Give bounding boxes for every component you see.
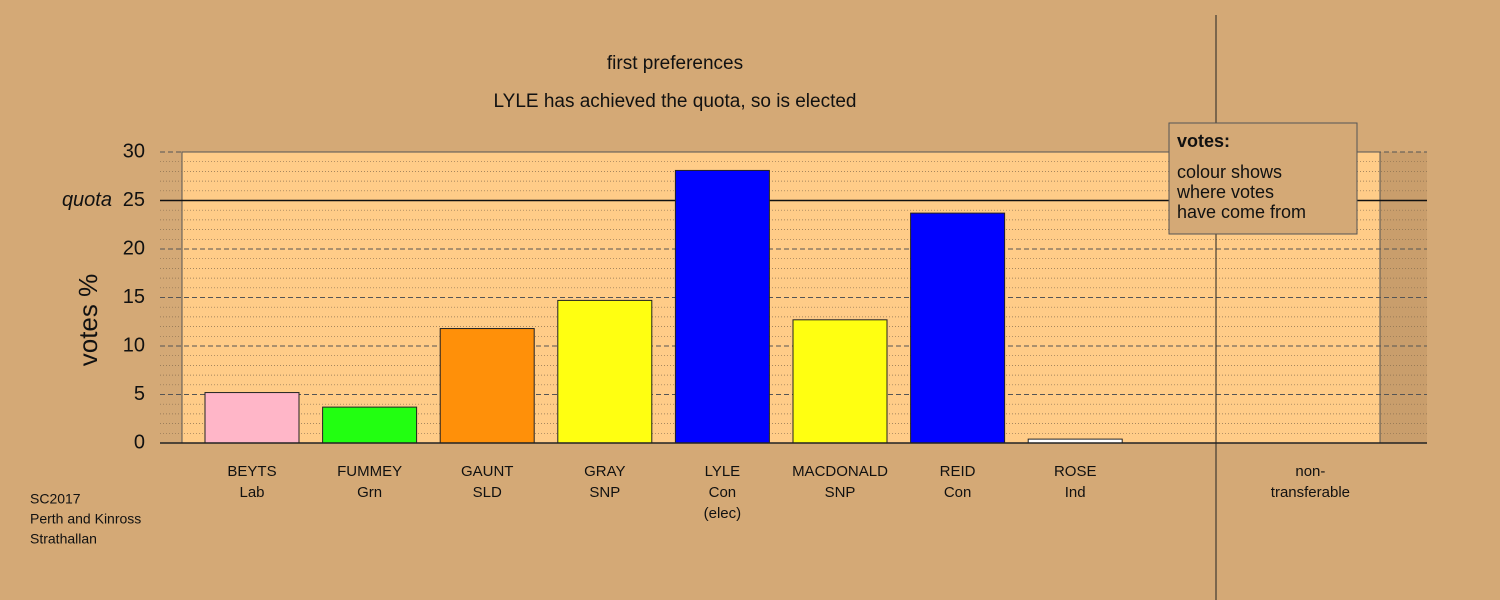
x-tick-label: SNP	[589, 484, 620, 501]
x-tick-label: ROSE	[1054, 463, 1097, 480]
footer-text: SC2017	[30, 491, 81, 507]
bar	[439, 328, 535, 444]
x-tick-label: BEYTS	[227, 463, 276, 480]
bar	[204, 392, 300, 444]
x-tick-label: LYLE	[705, 463, 741, 480]
legend-text: have come from	[1177, 202, 1306, 222]
legend-title: votes:	[1177, 131, 1230, 151]
y-tick-label: 25	[123, 189, 145, 211]
x-tick-label: non-	[1295, 463, 1325, 480]
chart-title: first preferences	[607, 53, 743, 74]
x-tick-label: REID	[940, 463, 976, 480]
bar	[910, 212, 1006, 444]
footer-text: Strathallan	[30, 531, 97, 547]
y-tick-label: 15	[123, 286, 145, 308]
x-tick-label: transferable	[1271, 484, 1350, 501]
x-tick-label: SNP	[825, 484, 856, 501]
bar	[792, 319, 888, 444]
y-axis-label: votes %	[73, 274, 103, 367]
x-tick-label: Lab	[239, 484, 264, 501]
y-tick-label: 0	[134, 431, 145, 453]
x-tick-label: MACDONALD	[792, 463, 888, 480]
bar	[674, 169, 770, 444]
chart-subtitle: LYLE has achieved the quota, so is elect…	[493, 91, 856, 112]
x-tick-label: Con	[944, 484, 972, 501]
x-tick-label: GRAY	[584, 463, 625, 480]
x-tick-label: SLD	[473, 484, 502, 501]
bar	[557, 299, 653, 444]
x-tick-label: GAUNT	[461, 463, 514, 480]
footer-text: Perth and Kinross	[30, 511, 141, 527]
legend-text: colour shows	[1177, 162, 1282, 182]
x-tick-label: Ind	[1065, 484, 1086, 501]
x-tick-label: Grn	[357, 484, 382, 501]
y-tick-label: 10	[123, 334, 145, 356]
y-tick-label: 30	[123, 140, 145, 162]
quota-label: quota	[62, 189, 112, 211]
legend-text: where votes	[1176, 182, 1274, 202]
bar	[322, 406, 418, 444]
legend-box	[1168, 122, 1358, 235]
x-tick-label: (elec)	[704, 505, 742, 522]
x-tick-label: FUMMEY	[337, 463, 402, 480]
y-tick-label: 20	[123, 237, 145, 259]
x-tick-label: Con	[709, 484, 737, 501]
y-tick-label: 5	[134, 383, 145, 405]
